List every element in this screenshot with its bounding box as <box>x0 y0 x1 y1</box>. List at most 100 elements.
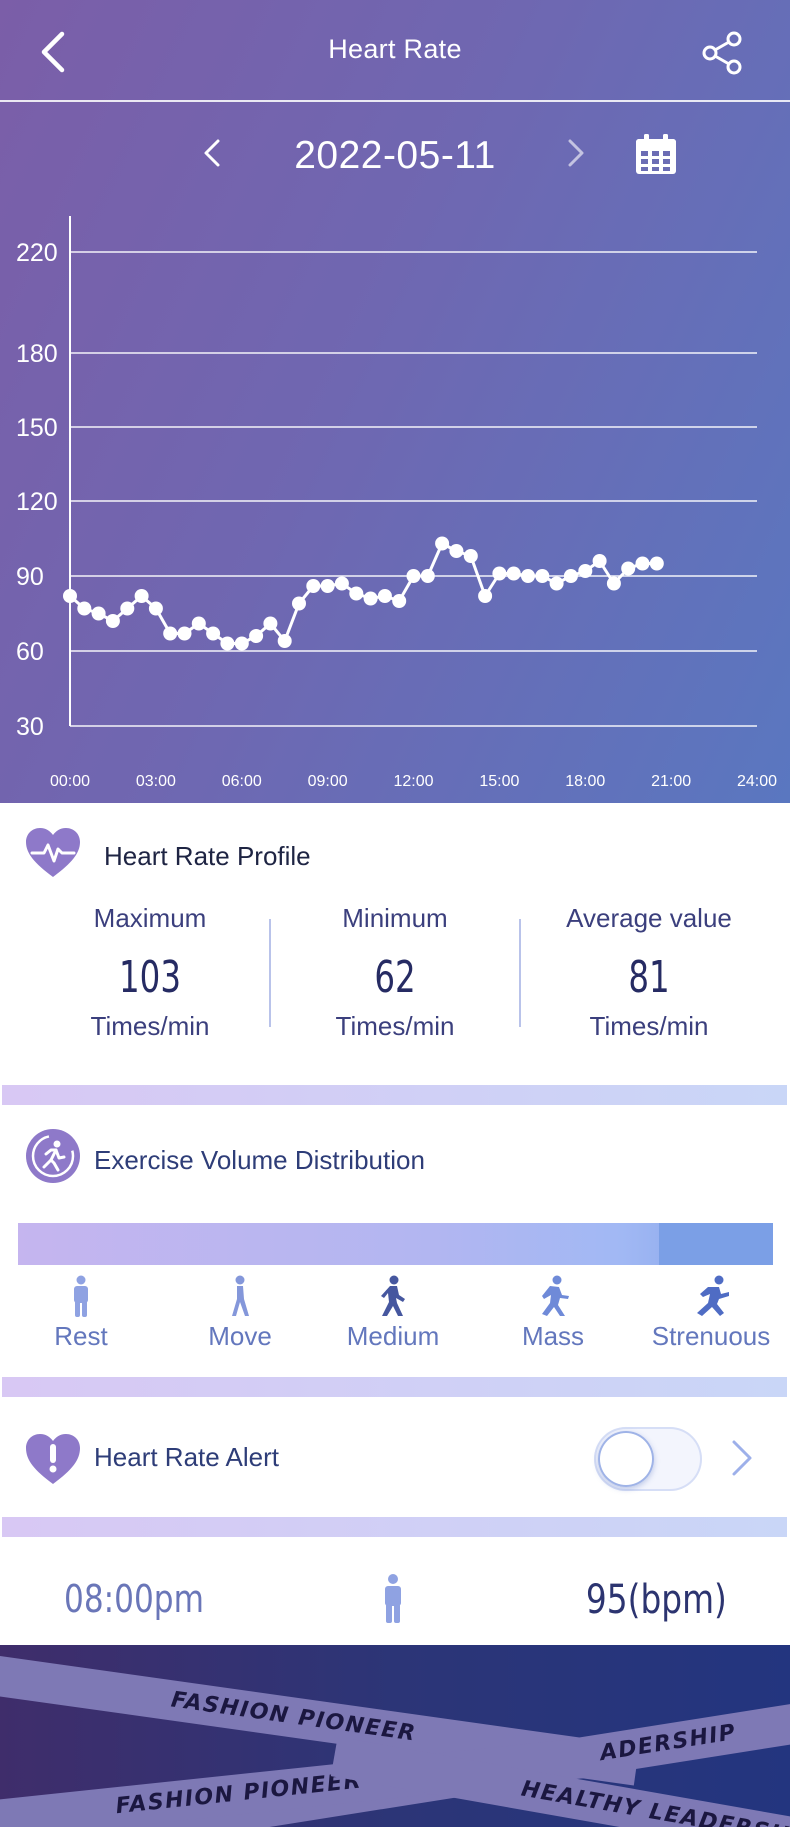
heart-rate-alert-card[interactable]: Heart Rate Alert <box>2 1397 787 1517</box>
navigation-bar: Heart Rate <box>0 0 790 102</box>
exercise-distribution-card: Exercise Volume Distribution Rest Move M… <box>2 1105 787 1377</box>
x-tick-label: 18:00 <box>565 773 605 790</box>
heart-rate-data-point <box>621 561 636 576</box>
stat-label: Minimum <box>342 903 448 933</box>
section-separator <box>2 1377 787 1397</box>
brisk-walking-icon <box>381 1275 405 1316</box>
level-label: Strenuous <box>651 1321 771 1351</box>
y-tick-label: 30 <box>16 713 44 741</box>
date-selector: 2022-05-11 <box>0 120 790 190</box>
running-circle-icon <box>26 1129 80 1183</box>
stat-value: 81 <box>628 952 670 1003</box>
heart-rate-data-point <box>105 614 120 628</box>
profile-title: Heart Rate Profile <box>104 841 311 871</box>
y-tick-label: 120 <box>16 488 58 516</box>
heart-rate-data-point <box>349 586 364 601</box>
heart-rate-data-point <box>420 569 435 583</box>
heart-rate-data-point <box>535 569 550 583</box>
x-tick-label: 03:00 <box>136 773 176 790</box>
heart-rate-data-point <box>635 556 650 571</box>
level-label: Move <box>208 1321 272 1351</box>
y-tick-label: 180 <box>16 340 58 368</box>
level-strenuous: Strenuous <box>641 1275 781 1352</box>
stat-value: 62 <box>374 952 416 1003</box>
heart-rate-data-point <box>234 636 249 651</box>
y-tick-label: 150 <box>16 414 58 442</box>
level-label: Rest <box>54 1321 108 1351</box>
heart-rate-data-point <box>449 544 464 558</box>
y-tick-label: 90 <box>16 563 44 591</box>
x-tick-label: 24:00 <box>737 773 777 790</box>
heart-rate-data-point <box>263 616 278 631</box>
alert-toggle-switch[interactable] <box>594 1427 702 1491</box>
level-mass: Mass <box>483 1275 623 1352</box>
heart-rate-series-line <box>69 542 657 645</box>
heart-exclamation-icon <box>26 1434 80 1484</box>
jogging-person-icon <box>542 1275 569 1316</box>
sprinting-person-icon <box>697 1275 729 1316</box>
stat-label: Average value <box>566 903 732 933</box>
heart-rate-profile-card: Heart Rate Profile Maximum 103 Times/min… <box>2 803 787 1085</box>
stat-maximum: Maximum 103 Times/min <box>25 903 275 1042</box>
heart-rate-data-point <box>277 634 292 648</box>
heart-rate-data-point <box>134 589 149 603</box>
x-tick-label: 00:00 <box>50 773 90 790</box>
heart-rate-data-point <box>606 576 621 591</box>
alert-title: Heart Rate Alert <box>94 1442 279 1472</box>
previous-day-icon[interactable] <box>200 136 224 170</box>
heart-rate-data-point <box>377 589 392 603</box>
heart-rate-data-point <box>549 576 564 591</box>
back-arrow-icon[interactable] <box>32 28 76 76</box>
level-move: Move <box>170 1275 310 1352</box>
heart-rate-line-chart: 30 60 90 120 150 180 220 00:00 03:00 06:00 09:00 12… <box>16 216 777 790</box>
x-tick-label: 06:00 <box>222 773 262 790</box>
heart-rate-data-point <box>206 626 221 641</box>
heart-rate-data-point <box>191 616 206 631</box>
share-icon[interactable] <box>700 30 746 76</box>
next-day-icon[interactable] <box>564 136 588 170</box>
walking-person-icon <box>232 1275 249 1316</box>
heart-rate-data-point <box>563 569 578 583</box>
y-tick-label: 60 <box>16 638 44 666</box>
record-bpm: 95(bpm) <box>586 1577 727 1623</box>
heart-rate-data-point <box>91 606 106 621</box>
stat-unit: Times/min <box>335 1011 455 1041</box>
stat-average: Average value 81 Times/min <box>524 903 774 1042</box>
heart-pulse-icon <box>26 828 80 877</box>
heart-rate-data-point <box>249 629 264 643</box>
standing-person-icon <box>74 1275 88 1317</box>
exercise-distribution-bar <box>18 1223 773 1265</box>
heart-rate-data-point <box>177 626 192 641</box>
heart-rate-data-point <box>463 549 478 563</box>
heart-rate-data-point <box>63 589 77 603</box>
page-title: Heart Rate <box>328 34 462 64</box>
heart-rate-data-point <box>120 601 135 616</box>
heart-rate-data-point <box>592 554 607 568</box>
chevron-right-icon[interactable] <box>728 1437 756 1479</box>
level-rest: Rest <box>11 1275 151 1352</box>
heart-rate-data-point <box>406 569 421 583</box>
heart-rate-header-area: Heart Rate 2022-05-11 30 6 <box>0 0 790 803</box>
stat-label: Maximum <box>93 903 207 933</box>
heart-rate-data-point <box>478 589 493 603</box>
section-separator <box>2 1085 787 1105</box>
calendar-icon[interactable] <box>634 134 678 176</box>
heart-rate-data-point <box>649 556 664 571</box>
stat-unit: Times/min <box>589 1011 709 1041</box>
heart-rate-data-point <box>392 594 407 608</box>
standing-person-icon <box>385 1574 401 1623</box>
selected-date: 2022-05-11 <box>294 134 496 177</box>
strenuous-segment <box>659 1223 773 1265</box>
promo-banner: FASHION PIONEER HEALTHY LEADERSHIP FASHI… <box>0 1645 790 1827</box>
stat-minimum: Minimum 62 Times/min <box>270 903 520 1042</box>
heart-rate-data-point <box>363 591 378 606</box>
level-label: Mass <box>521 1321 585 1351</box>
heart-rate-data-point <box>148 601 163 616</box>
stat-unit: Times/min <box>90 1011 210 1041</box>
heart-rate-data-point <box>163 626 178 641</box>
heart-rate-data-point <box>320 579 335 593</box>
stat-divider <box>519 919 521 1027</box>
x-tick-label: 09:00 <box>308 773 348 790</box>
y-tick-label: 220 <box>16 239 58 267</box>
heart-rate-data-point <box>521 569 535 583</box>
